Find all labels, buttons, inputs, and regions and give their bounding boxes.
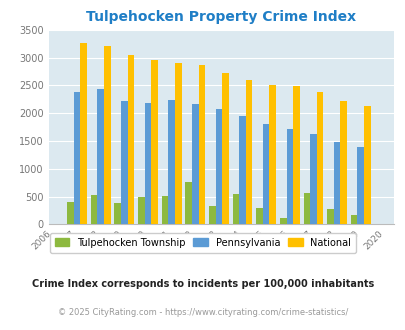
Bar (74, 92, 80, 224)
Bar (198, 65, 205, 224)
Bar (151, 60, 158, 224)
Bar (104, 47, 111, 224)
Bar (144, 103, 151, 224)
Bar (114, 203, 121, 224)
Bar (326, 209, 333, 224)
Bar (209, 206, 215, 224)
Bar (309, 134, 316, 224)
Text: Crime Index corresponds to incidents per 100,000 inhabitants: Crime Index corresponds to incidents per… (32, 279, 373, 289)
Bar (363, 107, 370, 224)
Bar (339, 101, 346, 224)
Bar (192, 104, 198, 224)
Bar (67, 202, 74, 224)
Bar (239, 116, 245, 224)
Bar (215, 109, 222, 224)
Bar (185, 182, 192, 224)
Bar (161, 196, 168, 224)
Bar (269, 85, 275, 224)
Bar (80, 43, 87, 224)
Bar (232, 194, 239, 224)
Bar (286, 129, 292, 224)
Bar (333, 142, 339, 224)
Bar (316, 92, 323, 224)
Bar (138, 197, 144, 224)
Legend: Tulpehocken Township, Pennsylvania, National: Tulpehocken Township, Pennsylvania, Nati… (50, 233, 355, 252)
Bar (127, 55, 134, 224)
Bar (356, 147, 363, 224)
Bar (175, 62, 181, 224)
Bar (168, 100, 175, 224)
Bar (256, 208, 262, 224)
Bar (91, 195, 97, 224)
Text: © 2025 CityRating.com - https://www.cityrating.com/crime-statistics/: © 2025 CityRating.com - https://www.city… (58, 308, 347, 317)
Bar (303, 193, 309, 224)
Bar (262, 124, 269, 224)
Bar (292, 86, 299, 224)
Bar (222, 73, 228, 224)
Bar (245, 80, 252, 224)
Bar (350, 215, 356, 224)
Bar (97, 89, 104, 224)
Bar (279, 218, 286, 224)
Title: Tulpehocken Property Crime Index: Tulpehocken Property Crime Index (86, 10, 356, 24)
Bar (121, 101, 127, 224)
